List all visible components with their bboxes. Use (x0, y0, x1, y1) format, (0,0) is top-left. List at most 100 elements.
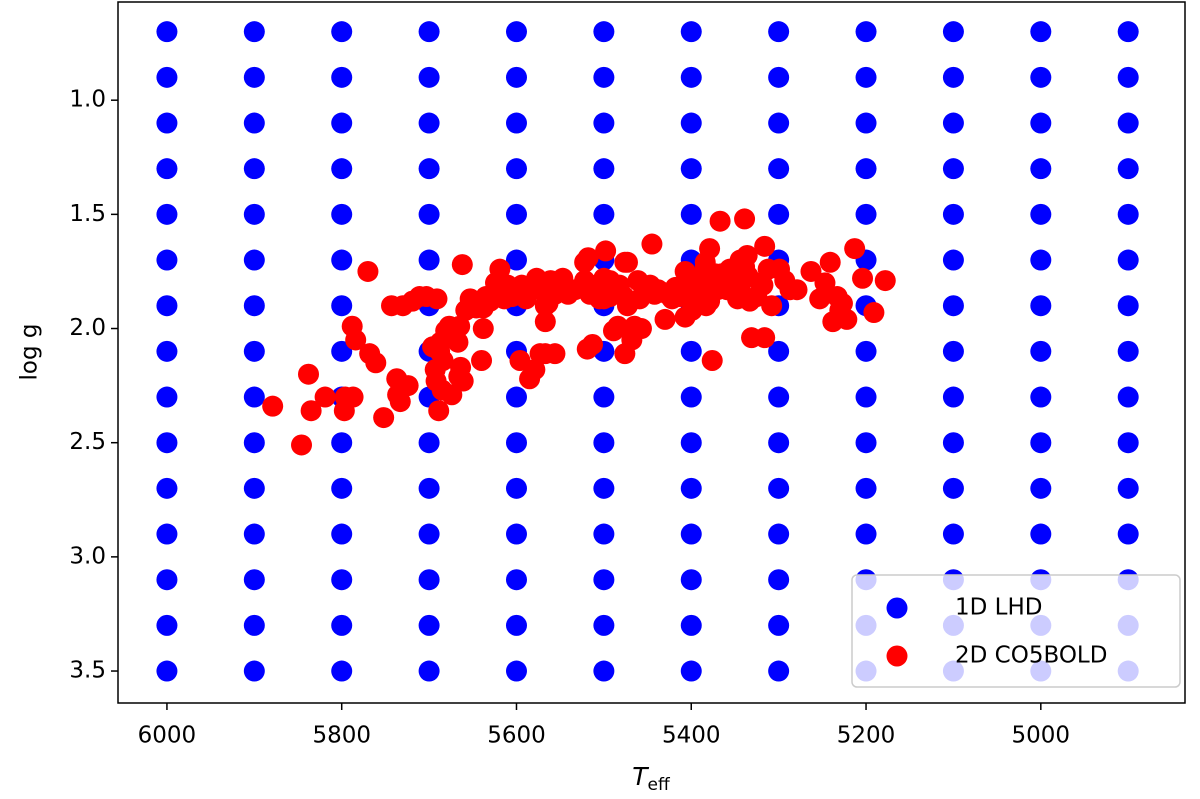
point (331, 249, 353, 271)
x-tick-label: 5800 (312, 723, 371, 749)
point (942, 112, 964, 134)
point (593, 21, 615, 43)
point (680, 158, 702, 180)
point (156, 569, 178, 591)
point (855, 66, 877, 88)
point (855, 386, 877, 408)
point (1117, 66, 1139, 88)
x-tick-label: 5200 (837, 723, 896, 749)
legend: 1D LHD 2D CO5BOLD (851, 574, 1181, 688)
point (774, 270, 796, 292)
point (526, 267, 548, 289)
point (768, 112, 790, 134)
point (418, 249, 440, 271)
point (593, 523, 615, 545)
point (1030, 523, 1052, 545)
point (156, 66, 178, 88)
point (298, 363, 320, 385)
point (291, 434, 313, 456)
legend-box (851, 574, 1181, 688)
point (544, 343, 566, 365)
point (593, 158, 615, 180)
point (661, 288, 683, 310)
point (156, 614, 178, 636)
point (863, 302, 885, 324)
point (855, 158, 877, 180)
point (768, 21, 790, 43)
point (680, 21, 702, 43)
point (373, 407, 395, 429)
point (452, 370, 474, 392)
point (1030, 112, 1052, 134)
point (331, 158, 353, 180)
point (156, 523, 178, 545)
point (942, 523, 964, 545)
point (156, 203, 178, 225)
point (855, 477, 877, 499)
point (505, 203, 527, 225)
point (855, 523, 877, 545)
point (836, 308, 858, 330)
point (365, 352, 387, 374)
point (826, 286, 848, 308)
point (451, 254, 473, 276)
point (1030, 249, 1052, 271)
point (819, 251, 841, 273)
point (1030, 21, 1052, 43)
point (505, 614, 527, 636)
y-tick-label: 2.0 (69, 315, 106, 341)
point (701, 349, 723, 371)
point (654, 308, 676, 330)
point (855, 432, 877, 454)
point (680, 614, 702, 636)
point (768, 477, 790, 499)
point (389, 391, 411, 413)
point (595, 240, 617, 262)
point (593, 569, 615, 591)
point (505, 249, 527, 271)
point (942, 477, 964, 499)
point (683, 267, 705, 289)
point (243, 569, 265, 591)
point (505, 432, 527, 454)
point (418, 432, 440, 454)
point (855, 340, 877, 362)
point (537, 292, 559, 314)
point (680, 523, 702, 545)
point (418, 203, 440, 225)
point (680, 477, 702, 499)
point (505, 660, 527, 682)
point (471, 349, 493, 371)
point (800, 260, 822, 282)
point (729, 249, 751, 271)
point (418, 112, 440, 134)
point (855, 112, 877, 134)
point (314, 386, 336, 408)
point (331, 112, 353, 134)
y-tick-label: 1.0 (69, 87, 106, 113)
y-tick-label: 1.5 (69, 201, 106, 227)
point (609, 274, 631, 296)
point (243, 295, 265, 317)
point (505, 158, 527, 180)
point (1030, 477, 1052, 499)
point (768, 614, 790, 636)
point (680, 569, 702, 591)
point (331, 477, 353, 499)
point (1030, 386, 1052, 408)
point (505, 21, 527, 43)
point (844, 238, 866, 260)
point (768, 569, 790, 591)
x-tick-label: 5600 (487, 723, 546, 749)
point (331, 523, 353, 545)
point (243, 249, 265, 271)
point (1117, 432, 1139, 454)
point (428, 400, 450, 422)
point (680, 432, 702, 454)
point (1030, 66, 1052, 88)
point (942, 432, 964, 454)
point (505, 477, 527, 499)
point (505, 112, 527, 134)
point (768, 340, 790, 362)
point (614, 343, 636, 365)
